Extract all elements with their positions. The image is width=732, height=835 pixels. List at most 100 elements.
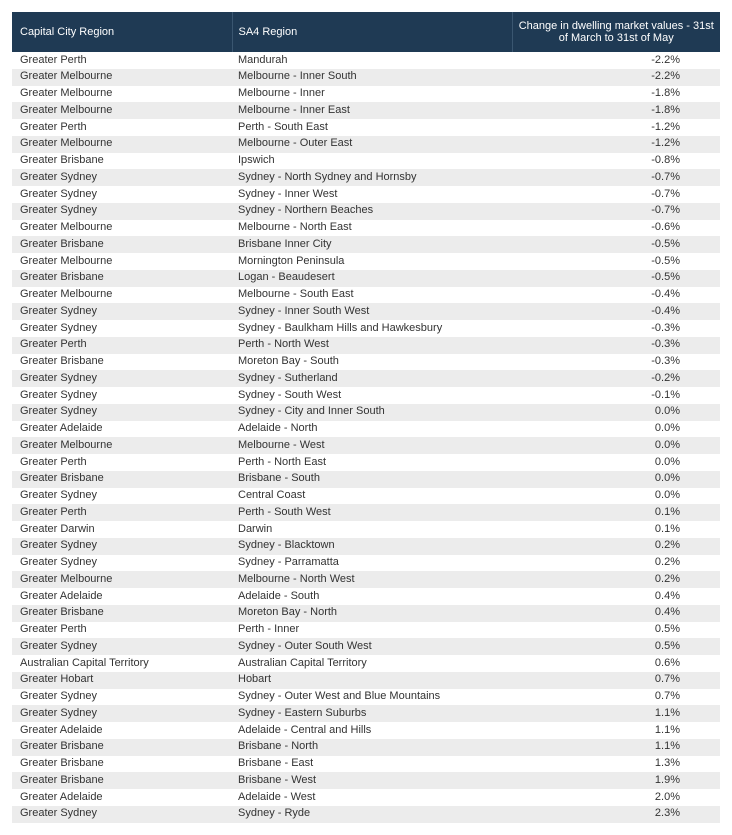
cell-change: -0.6% [512, 220, 720, 237]
cell-region: Greater Brisbane [12, 236, 232, 253]
table-row: Greater BrisbaneBrisbane - East1.3% [12, 756, 720, 773]
cell-change: 0.1% [512, 521, 720, 538]
cell-region: Greater Sydney [12, 538, 232, 555]
cell-region: Greater Brisbane [12, 756, 232, 773]
cell-sa4: Perth - North West [232, 337, 512, 354]
cell-region: Greater Sydney [12, 186, 232, 203]
table-row: Greater BrisbaneLogan - Beaudesert-0.5% [12, 270, 720, 287]
cell-sa4: Brisbane - East [232, 756, 512, 773]
cell-change: 2.3% [512, 806, 720, 823]
cell-region: Greater Brisbane [12, 772, 232, 789]
table-row: Greater SydneySydney - North Sydney and … [12, 169, 720, 186]
table-row: Greater SydneySydney - Inner West-0.7% [12, 186, 720, 203]
cell-region: Greater Melbourne [12, 437, 232, 454]
cell-change: -0.7% [512, 186, 720, 203]
cell-sa4: Australian Capital Territory [232, 655, 512, 672]
cell-region: Greater Sydney [12, 203, 232, 220]
cell-change: 1.1% [512, 705, 720, 722]
cell-region: Greater Sydney [12, 689, 232, 706]
cell-sa4: Melbourne - Inner [232, 86, 512, 103]
cell-sa4: Brisbane - South [232, 471, 512, 488]
cell-change: 0.4% [512, 588, 720, 605]
cell-change: -0.2% [512, 370, 720, 387]
table-row: Greater MelbourneMelbourne - Outer East-… [12, 136, 720, 153]
cell-sa4: Adelaide - South [232, 588, 512, 605]
cell-region: Greater Adelaide [12, 421, 232, 438]
cell-sa4: Sydney - Parramatta [232, 555, 512, 572]
cell-change: 0.2% [512, 555, 720, 572]
cell-region: Greater Brisbane [12, 270, 232, 287]
table-body: Greater PerthMandurah-2.2%Greater Melbou… [12, 52, 720, 823]
cell-change: 0.0% [512, 454, 720, 471]
cell-change: -0.8% [512, 153, 720, 170]
cell-sa4: Sydney - Eastern Suburbs [232, 705, 512, 722]
table-row: Greater SydneySydney - Baulkham Hills an… [12, 320, 720, 337]
cell-region: Greater Sydney [12, 488, 232, 505]
cell-region: Greater Perth [12, 622, 232, 639]
cell-region: Greater Sydney [12, 320, 232, 337]
cell-sa4: Melbourne - Inner East [232, 102, 512, 119]
cell-change: -0.7% [512, 169, 720, 186]
cell-change: -2.2% [512, 52, 720, 69]
table-row: Greater AdelaideAdelaide - Central and H… [12, 722, 720, 739]
cell-region: Greater Sydney [12, 169, 232, 186]
col-header-sa4: SA4 Region [232, 12, 512, 52]
cell-change: 0.2% [512, 571, 720, 588]
cell-change: 0.5% [512, 622, 720, 639]
cell-region: Greater Melbourne [12, 220, 232, 237]
cell-change: -0.4% [512, 287, 720, 304]
cell-sa4: Perth - Inner [232, 622, 512, 639]
cell-region: Greater Darwin [12, 521, 232, 538]
cell-region: Greater Melbourne [12, 69, 232, 86]
table-row: Greater SydneySydney - Northern Beaches-… [12, 203, 720, 220]
table-row: Greater PerthPerth - North West-0.3% [12, 337, 720, 354]
cell-sa4: Melbourne - Inner South [232, 69, 512, 86]
cell-sa4: Brisbane - West [232, 772, 512, 789]
cell-region: Greater Sydney [12, 555, 232, 572]
cell-change: 0.7% [512, 672, 720, 689]
table-row: Greater BrisbaneBrisbane - North1.1% [12, 739, 720, 756]
cell-change: 0.0% [512, 404, 720, 421]
cell-region: Australian Capital Territory [12, 655, 232, 672]
cell-region: Greater Perth [12, 52, 232, 69]
cell-change: 0.0% [512, 437, 720, 454]
cell-region: Greater Perth [12, 337, 232, 354]
cell-sa4: Moreton Bay - North [232, 605, 512, 622]
table-row: Australian Capital TerritoryAustralian C… [12, 655, 720, 672]
cell-sa4: Sydney - Northern Beaches [232, 203, 512, 220]
cell-region: Greater Melbourne [12, 102, 232, 119]
cell-region: Greater Perth [12, 454, 232, 471]
cell-sa4: Sydney - Sutherland [232, 370, 512, 387]
table-row: Greater MelbourneMelbourne - Inner-1.8% [12, 86, 720, 103]
table-row: Greater SydneySydney - Sutherland-0.2% [12, 370, 720, 387]
cell-region: Greater Brisbane [12, 739, 232, 756]
dwelling-values-table: Capital City Region SA4 Region Change in… [12, 12, 720, 823]
cell-region: Greater Melbourne [12, 136, 232, 153]
cell-region: Greater Sydney [12, 705, 232, 722]
cell-change: 2.0% [512, 789, 720, 806]
cell-change: -0.3% [512, 337, 720, 354]
table-row: Greater BrisbaneMoreton Bay - South-0.3% [12, 354, 720, 371]
table-row: Greater SydneySydney - Blacktown0.2% [12, 538, 720, 555]
cell-change: -2.2% [512, 69, 720, 86]
cell-change: -1.8% [512, 102, 720, 119]
cell-sa4: Melbourne - North East [232, 220, 512, 237]
cell-change: -0.3% [512, 320, 720, 337]
table-row: Greater MelbourneMelbourne - North East-… [12, 220, 720, 237]
cell-sa4: Melbourne - South East [232, 287, 512, 304]
cell-region: Greater Perth [12, 119, 232, 136]
table-row: Greater MelbourneMornington Peninsula-0.… [12, 253, 720, 270]
cell-region: Greater Adelaide [12, 588, 232, 605]
cell-change: 0.2% [512, 538, 720, 555]
cell-region: Greater Brisbane [12, 354, 232, 371]
cell-region: Greater Brisbane [12, 605, 232, 622]
cell-region: Greater Hobart [12, 672, 232, 689]
table-row: Greater SydneySydney - Outer West and Bl… [12, 689, 720, 706]
table-row: Greater MelbourneMelbourne - South East-… [12, 287, 720, 304]
cell-region: Greater Sydney [12, 404, 232, 421]
table-row: Greater AdelaideAdelaide - South0.4% [12, 588, 720, 605]
cell-sa4: Sydney - Ryde [232, 806, 512, 823]
cell-change: 0.1% [512, 504, 720, 521]
table-row: Greater SydneySydney - South West-0.1% [12, 387, 720, 404]
cell-sa4: Sydney - City and Inner South [232, 404, 512, 421]
